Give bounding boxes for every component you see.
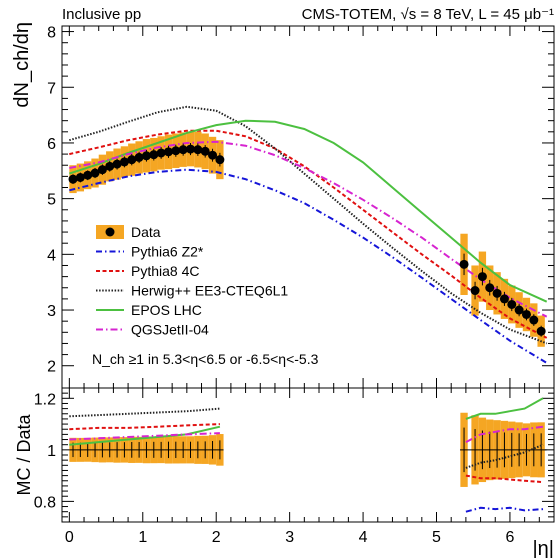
- series-pythia8-4c: [69, 129, 548, 339]
- ratio-forward-epos-lhc: [465, 397, 544, 420]
- data-point: [215, 155, 225, 165]
- x-tick-label: 3: [285, 529, 294, 546]
- data-point: [141, 151, 151, 161]
- data-point: [112, 159, 122, 169]
- data-point: [186, 144, 196, 154]
- data-point: [75, 172, 85, 182]
- data-point: [97, 165, 107, 175]
- legend-label: Pythia6 Z2*: [131, 244, 204, 260]
- data-point: [485, 283, 495, 293]
- data-point: [134, 152, 144, 162]
- data-point: [90, 168, 100, 178]
- data-point: [156, 148, 166, 158]
- data-point: [477, 272, 487, 282]
- y-tick-label-bottom: 1.2: [34, 391, 56, 408]
- y-tick-label-bottom: 1: [47, 443, 56, 460]
- x-tick-label: 2: [212, 529, 221, 546]
- series-epos-lhc: [68, 119, 548, 303]
- legend: Data Pythia6 Z2* Pythia8 4C Herwig++ EE3-CT…: [96, 224, 288, 338]
- data-point: [514, 305, 524, 315]
- ratio-panel: 0 1 2 3 4 5 6 0.8 1 1.2: [34, 387, 555, 546]
- y-tick-label-top: 7: [47, 80, 56, 97]
- data-point: [163, 147, 173, 157]
- ratio-forward-qgsjetii-04: [465, 425, 544, 443]
- legend-label: EPOS LHC: [131, 302, 202, 318]
- series-herwig-ee3-cteq6l1: [69, 105, 548, 345]
- data-point: [521, 309, 531, 319]
- y-tick-label-top: 4: [47, 247, 56, 264]
- y-tick-label-top: 5: [47, 192, 56, 209]
- y-tick-label-top: 3: [47, 303, 56, 320]
- data-point: [536, 326, 546, 336]
- x-tick-label: 6: [505, 529, 514, 546]
- ratio-forward-herwig-ee3-cteq6l1: [465, 443, 544, 469]
- y-axis-label-top: dN_ch/dη: [11, 22, 33, 108]
- legend-marker-data-point: [105, 227, 115, 237]
- data-point: [200, 146, 210, 156]
- data-point: [83, 170, 93, 180]
- ratio-central-pythia8-4c: [69, 423, 220, 431]
- header-right: CMS-TOTEM, √s = 8 TeV, L = 45 μb⁻¹: [302, 6, 554, 23]
- x-tick-label: 4: [359, 529, 368, 546]
- data-point: [68, 174, 78, 184]
- legend-label: Herwig++ EE3-CTEQ6L1: [131, 283, 288, 299]
- data-point: [459, 259, 469, 269]
- data-point: [499, 294, 509, 304]
- x-tick-label: 5: [432, 529, 441, 546]
- data-point: [193, 145, 203, 155]
- data-point: [529, 315, 539, 325]
- legend-label: Data: [131, 224, 161, 240]
- ratio-central-herwig-ee3-cteq6l1: [69, 407, 220, 418]
- data-point: [127, 155, 137, 165]
- y-tick-label-top: 8: [47, 25, 56, 42]
- ratio-central-qgsjetii-04: [69, 432, 220, 441]
- legend-label: Pythia8 4C: [131, 263, 199, 279]
- data-point: [470, 286, 480, 296]
- data-point: [208, 150, 218, 160]
- top-panel: 2 3 4 5 6 7 8: [47, 25, 555, 389]
- y-tick-label-top: 6: [47, 136, 56, 153]
- y-axis-label-bottom: MC / Data: [14, 414, 34, 496]
- ratio-central-epos-lhc: [69, 425, 221, 446]
- data-point: [492, 288, 502, 298]
- legend-label: QGSJetII-04: [131, 322, 209, 338]
- selection-label: N_ch ≥1 in 5.3<η<6.5 or -6.5<η<-5.3: [92, 351, 319, 367]
- data-point: [105, 161, 115, 171]
- header-left: Inclusive pp: [62, 6, 141, 23]
- data-point: [178, 145, 188, 155]
- data-point: [149, 150, 159, 160]
- data-point: [507, 299, 517, 309]
- x-tick-label: 1: [138, 529, 147, 546]
- x-axis-label: |η|: [532, 538, 554, 558]
- y-tick-label-bottom: 0.8: [34, 494, 56, 511]
- data-point: [171, 146, 181, 156]
- ratio-forward-pythia8-4c: [465, 474, 544, 484]
- ratio-forward-pythia6-z2: [465, 506, 544, 513]
- y-tick-label-top: 2: [47, 359, 56, 376]
- data-point: [119, 157, 129, 167]
- x-tick-label: 0: [65, 529, 74, 546]
